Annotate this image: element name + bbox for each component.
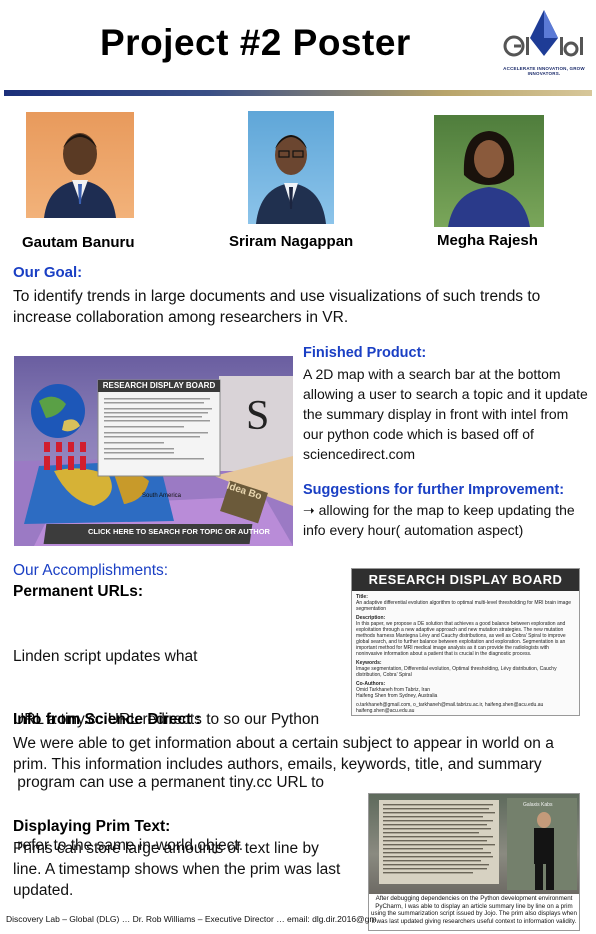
product-map-label: South America bbox=[142, 493, 182, 499]
board-keywords-text: Image segmentation, Differential evoluti… bbox=[356, 666, 557, 678]
global-logo-icon bbox=[503, 10, 583, 57]
board-title-label: Title: bbox=[356, 594, 368, 600]
header-band bbox=[4, 90, 592, 96]
wall-letter-icon: S bbox=[246, 393, 270, 439]
board-description-label: Description: bbox=[356, 615, 386, 621]
goal-heading: Our Goal: bbox=[13, 264, 83, 281]
name-gautam: Gautam Banuru bbox=[22, 234, 135, 251]
prim-avatar-label: Galaxis Kabs bbox=[523, 802, 553, 808]
board-screenshot: RESEARCH DISPLAY BOARD Title: An adaptiv… bbox=[351, 568, 580, 716]
footer: Discovery Lab – Global (DLG) … Dr. Rob W… bbox=[6, 914, 376, 924]
product-search-bar: CLICK HERE TO SEARCH FOR TOPIC OR AUTHOR bbox=[88, 527, 270, 536]
board-title: RESEARCH DISPLAY BOARD bbox=[352, 569, 579, 591]
board-coauthors-label: Co-Authors: bbox=[356, 681, 386, 687]
name-sriram: Sriram Nagappan bbox=[229, 233, 354, 250]
permanent-text: Linden script updates what URL a tiny.cc… bbox=[13, 604, 348, 877]
board-coauthors-text: Omid Tarkhaneh from Tabriz, Iran Haifeng… bbox=[356, 687, 438, 699]
permanent-line-3: program can use a permanent tiny.cc URL … bbox=[13, 774, 325, 791]
permanent-line-1: Linden script updates what bbox=[13, 648, 198, 665]
permanent-line-4: refer to the same in-world object. bbox=[13, 837, 244, 854]
accomplishments-heading: Our Accomplishments: bbox=[13, 562, 169, 579]
prim-scene: Galaxis Kabs bbox=[369, 794, 579, 894]
prim-screenshot: Galaxis Kabs After debugging dependencie… bbox=[368, 793, 580, 931]
photo-gautam bbox=[26, 112, 134, 218]
suggestions-heading: Suggestions for further Improvement: bbox=[303, 482, 565, 498]
board-keywords-label: Keywords: bbox=[356, 660, 382, 666]
science-heading: Info from Science Direct : bbox=[13, 711, 201, 728]
permanent-heading: Permanent URLs: bbox=[13, 583, 144, 600]
prim-heading: Displaying Prim Text: bbox=[13, 818, 171, 835]
board-emails-text: o.tarkhaneh@gmail.com, o_tarkhaneh@mail.… bbox=[356, 702, 544, 714]
goal-text: To identify trends in large documents an… bbox=[13, 288, 541, 326]
suggestions-text: ➝ allowing for the map to keep updating … bbox=[303, 502, 575, 538]
science-text: We were able to get information about a … bbox=[13, 735, 554, 773]
finished-heading: Finished Product: bbox=[303, 345, 427, 361]
prim-caption: After debugging dependencies on the Pyth… bbox=[371, 895, 577, 925]
prim-text: Prims can store large amounts of text li… bbox=[13, 840, 341, 899]
poster-title: Project #2 Poster bbox=[100, 22, 411, 63]
global-logo bbox=[500, 8, 588, 86]
photo-megha bbox=[434, 115, 544, 227]
product-board-title: RESEARCH DISPLAY BOARD bbox=[102, 381, 216, 390]
logo-tagline: ACCELERATE INNOVATION, GROW INNOVATORS. bbox=[503, 66, 585, 76]
permanent-line-2: URL a tiny.cc URL redirects to so our Py… bbox=[13, 711, 320, 728]
photo-sriram bbox=[248, 111, 334, 224]
name-megha: Megha Rajesh bbox=[437, 232, 538, 249]
board-title-text: An adaptive differential evolution algor… bbox=[356, 600, 572, 612]
board-description-text: In this paper, we propose a DE solution … bbox=[356, 621, 566, 657]
finished-text: A 2D map with a search bar at the bottom… bbox=[303, 366, 588, 462]
product-screenshot: RESEARCH DISPLAY BOARD S CLICK HERE TO S… bbox=[14, 356, 293, 546]
